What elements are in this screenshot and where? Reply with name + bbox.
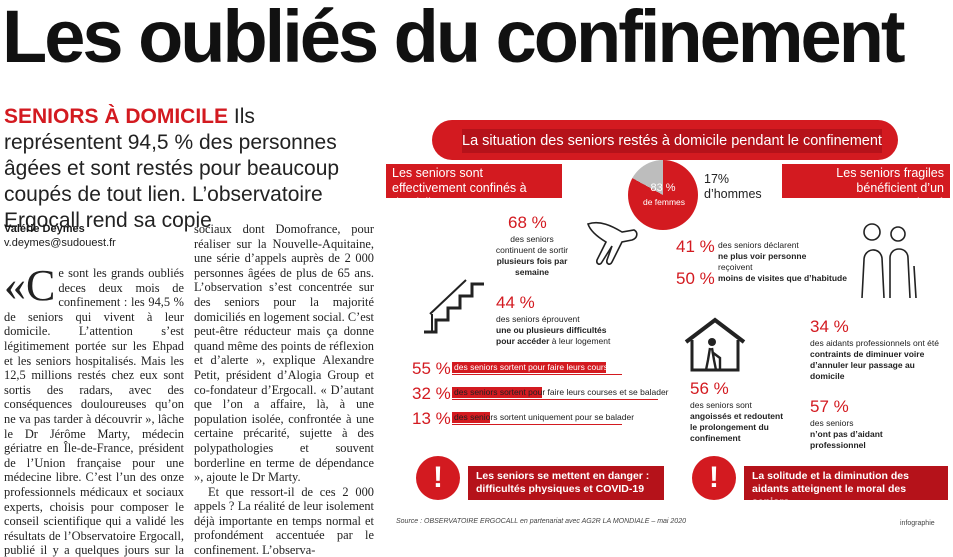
house-icon [684,317,746,372]
bar-55-label: des seniors sortent pour faire leurs cou… [454,362,617,372]
stat-50-text: reçoivent moins de visites que d’habitud… [718,262,847,283]
alert-right-text: La solitude et la diminution des aidants… [744,466,948,508]
alert-right: ! La solitude et la diminution des aidan… [692,456,950,508]
bar-32 [452,387,542,398]
bar-13-label: des seniors sortent uniquement pour se b… [454,412,635,422]
column-2-paragraph-1: sociaux dont Domofrance, pour réaliser s… [194,222,374,485]
article-column-2: sociaux dont Domofrance, pour réaliser s… [194,222,374,557]
stat-50-pct: 50 % [676,269,715,288]
stat-68-text: des seniors continuent de sortir plusieu… [495,234,569,277]
bar-55 [452,362,606,373]
warning-icon: ! [416,456,460,500]
walking-fingers-icon [586,221,638,265]
article-column-1: «C e sont les grands oubliés deces deux m… [4,261,184,557]
bar-13-baseline [452,424,622,425]
stat-57-text: des seniors n’ont pas d’aidant professio… [810,418,883,450]
women-label: de femmes [642,197,686,207]
bar-32-baseline [452,399,658,400]
stairs-icon [424,279,484,334]
men-label: d’hommes [704,187,762,201]
stat-41-text: des seniors déclarent ne plus voir perso… [718,240,807,261]
dropcap: «C [4,261,56,310]
stat-34-text: des aidants professionnels ont été contr… [810,338,940,381]
right-section-label: Les seniors fragiles bénéficient d’un ac… [782,164,950,210]
warning-icon: ! [692,456,736,500]
infographic-title: La situation des seniors restés à domici… [462,129,882,153]
infographic-credit: infographie [900,520,935,527]
stat-44-pct: 44 % [496,293,535,312]
lede-kicker: SENIORS À DOMICILE [4,105,229,128]
stat-68-pct: 68 % [508,213,547,232]
column-2-paragraph-2: Et que ressort-il de ces 2 000 appels ? … [194,484,374,557]
stat-56-pct: 56 % [690,379,729,398]
lede: SENIORS À DOMICILE Ils représentent 94,5… [4,104,376,234]
stat-41-pct: 41 % [676,237,715,256]
bar-32-label: des seniors sortent pour faire leurs cou… [454,387,669,397]
stat-44-text: des seniors éprouvent une ou plusieurs d… [496,314,611,346]
men-stat: 17% d’hommes [704,172,762,202]
infographic: La situation des seniors restés à domici… [386,112,953,534]
stat-34-pct: 34 % [810,317,849,336]
author-name: Valérie Deymes [4,223,85,235]
left-section-label: Les seniors sont effectivement confinés … [386,164,562,210]
byline: Valérie Deymes v.deymes@sudouest.fr [4,222,116,250]
lede-text: Ils représentent 94,5 % des personnes âg… [4,105,340,232]
bar-13 [452,412,490,423]
bar-32-pct: 32 % [412,384,451,403]
source-note: Source : OBSERVATOIRE ERGOCALL en parten… [396,518,686,525]
caregiver-icon [861,223,917,299]
headline: Les oubliés du confinement [2,0,906,78]
bar-55-baseline [452,374,622,375]
alert-left-text: Les seniors se mettent en danger : diffi… [468,466,664,500]
bar-55-pct: 55 % [412,359,451,378]
column-1-text: e sont les grands oubliés deces deux moi… [4,266,184,557]
stat-57-pct: 57 % [810,397,849,416]
stat-56-text: des seniors sont angoissés et redoutent … [690,400,784,443]
gender-pie-chart [628,160,698,230]
author-email[interactable]: v.deymes@sudouest.fr [4,237,116,249]
women-pct: 83 % [650,182,676,194]
men-pct: 17% [704,172,730,186]
bar-13-pct: 13 % [412,409,451,428]
alert-left: ! Les seniors se mettent en danger : dif… [416,456,666,504]
